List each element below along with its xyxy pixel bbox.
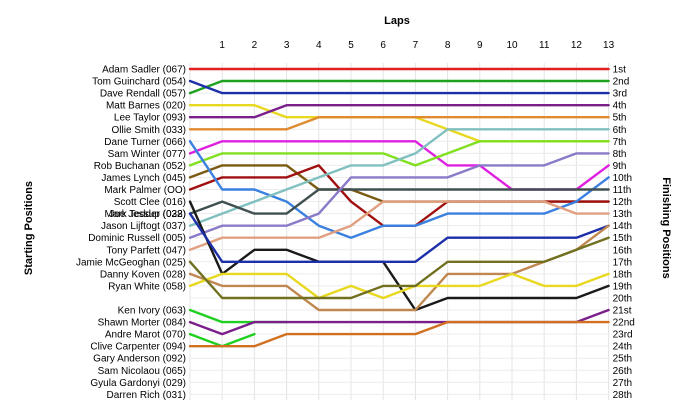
finishing-position-label: 22nd [613, 318, 635, 329]
x-axis-title: Laps [384, 15, 410, 27]
x-tick-label: 4 [316, 40, 322, 51]
finishing-position-label: 5th [613, 113, 627, 124]
series-line [188, 116, 610, 131]
y-axis-title-left: Starting Positions [23, 181, 35, 275]
starting-position-labels: Adam Sadler (067) Dave Rendall (057)Tom G… [76, 65, 186, 401]
starting-position-label: Dave Rendall (057) [100, 89, 186, 100]
x-tick-label: 9 [477, 40, 483, 51]
starting-position-label: Shawn Morter (084) [98, 318, 186, 329]
starting-position-label: Ryan White (058) [108, 281, 186, 292]
finishing-position-label: 14th [613, 221, 632, 232]
series-line [188, 104, 610, 143]
finishing-position-label: 1st [613, 65, 627, 76]
series-line [188, 200, 610, 312]
x-tick-label: 13 [603, 40, 615, 51]
finishing-position-label: 11th [613, 185, 632, 196]
series-line [188, 128, 610, 227]
finishing-position-label: 2nd [613, 77, 630, 88]
finishing-position-label: 18th [613, 269, 632, 280]
series-line [188, 140, 610, 239]
starting-position-label: Jason Lijftogt (037) [101, 221, 186, 232]
y-axis-title-right: Finishing Positions [660, 177, 672, 278]
finishing-position-label: 10th [613, 173, 632, 184]
series-line [188, 152, 610, 239]
finishing-position-label: 4th [613, 101, 627, 112]
series-line [188, 200, 610, 251]
series-line [188, 104, 610, 119]
finishing-position-label: 19th [613, 281, 632, 292]
series-line [188, 164, 610, 227]
x-tick-label: 1 [219, 40, 225, 51]
starting-position-label: Jamie McGeoghan (025) [76, 257, 186, 268]
finishing-position-label: 7th [613, 137, 627, 148]
finishing-position-label: 21st [613, 306, 632, 317]
starting-position-label: Lee Taylor (093) [114, 113, 186, 124]
starting-position-label: Clive Carpenter (094) [90, 342, 186, 353]
x-tick-label: 12 [571, 40, 583, 51]
x-tick-label: 7 [413, 40, 419, 51]
starting-position-label: Gyula Gardonyi (029) [90, 378, 186, 389]
x-tick-label: 8 [445, 40, 451, 51]
starting-position-label: Sam Winter (077) [108, 149, 186, 160]
x-tick-label: 11 [539, 40, 550, 51]
series-line [188, 236, 610, 300]
finishing-position-label: 17th [613, 257, 632, 268]
finishing-position-label: 8th [613, 149, 627, 160]
finishing-position-label: 24th [613, 342, 632, 353]
finishing-position-label: 25th [613, 354, 632, 365]
finishing-position-labels: 1st2nd3rd4th5th6th7th8th9th10th11th12th1… [613, 65, 635, 401]
finishing-position-label: 3rd [613, 89, 627, 100]
series-line [188, 79, 610, 95]
x-tick-label: 6 [380, 40, 386, 51]
starting-position-label: Adam Sadler (067) [102, 65, 186, 76]
finishing-position-label: 26th [613, 366, 632, 377]
series-line [188, 79, 610, 95]
finishing-position-label: 13th [613, 209, 632, 220]
series-line [188, 272, 610, 300]
starting-position-label: Mark Tedder (022) [104, 209, 186, 220]
x-tick-label: 5 [348, 40, 354, 51]
grid [189, 63, 610, 401]
finishing-position-label: 27th [613, 378, 632, 389]
starting-position-label: Scott Clee (016) [114, 197, 186, 208]
finishing-position-label: 20th [613, 293, 632, 304]
finishing-position-label: 15th [613, 233, 632, 244]
x-tick-label: 2 [252, 40, 258, 51]
starting-position-label: Ollie Smith (033) [112, 125, 186, 136]
starting-position-label: Mark Palmer (OO) [104, 185, 186, 196]
starting-position-label: Sam Nicolaou (065) [98, 366, 186, 377]
starting-position-label: Ken Ivory (063) [118, 306, 186, 317]
starting-position-label: Tony Parfett (047) [107, 245, 186, 256]
series-line [188, 308, 288, 324]
finishing-position-label: 16th [613, 245, 632, 256]
starting-position-label: James Lynch (045) [101, 173, 186, 184]
starting-position-label: Rob Buchanan (052) [94, 161, 186, 172]
finishing-position-label: 6th [613, 125, 627, 136]
x-tick-labels: 1 2 3 4 5 6 7 8 9 10 11 12 13 [219, 40, 614, 51]
starting-position-label: Gary Anderson (092) [93, 354, 186, 365]
x-tick-label: 3 [284, 40, 290, 51]
starting-position-label: Andre Marot (070) [105, 330, 186, 341]
starting-position-label: Danny Koven (028) [100, 269, 186, 280]
starting-position-label: Matt Barnes (020) [106, 101, 186, 112]
starting-position-label: Dane Turner (066) [104, 137, 186, 148]
series-line [188, 164, 610, 203]
finishing-position-label: 12th [613, 197, 632, 208]
series-line [188, 188, 610, 215]
starting-position-label: Dominic Russell (005) [88, 233, 186, 244]
series-line [188, 224, 610, 312]
finishing-position-label: 9th [613, 161, 627, 172]
starting-position-label: Darren Rich (031) [107, 390, 186, 401]
starting-position-label: Joe Jessup (038) [109, 209, 186, 220]
series-line [188, 320, 610, 348]
starting-position-label: Tom Guinchard (054) [92, 77, 186, 88]
series-line [188, 212, 610, 263]
x-tick-label: 10 [506, 40, 518, 51]
finishing-position-label: 28th [613, 390, 632, 401]
series-lines [188, 67, 610, 348]
finishing-position-label: 23rd [613, 330, 633, 341]
